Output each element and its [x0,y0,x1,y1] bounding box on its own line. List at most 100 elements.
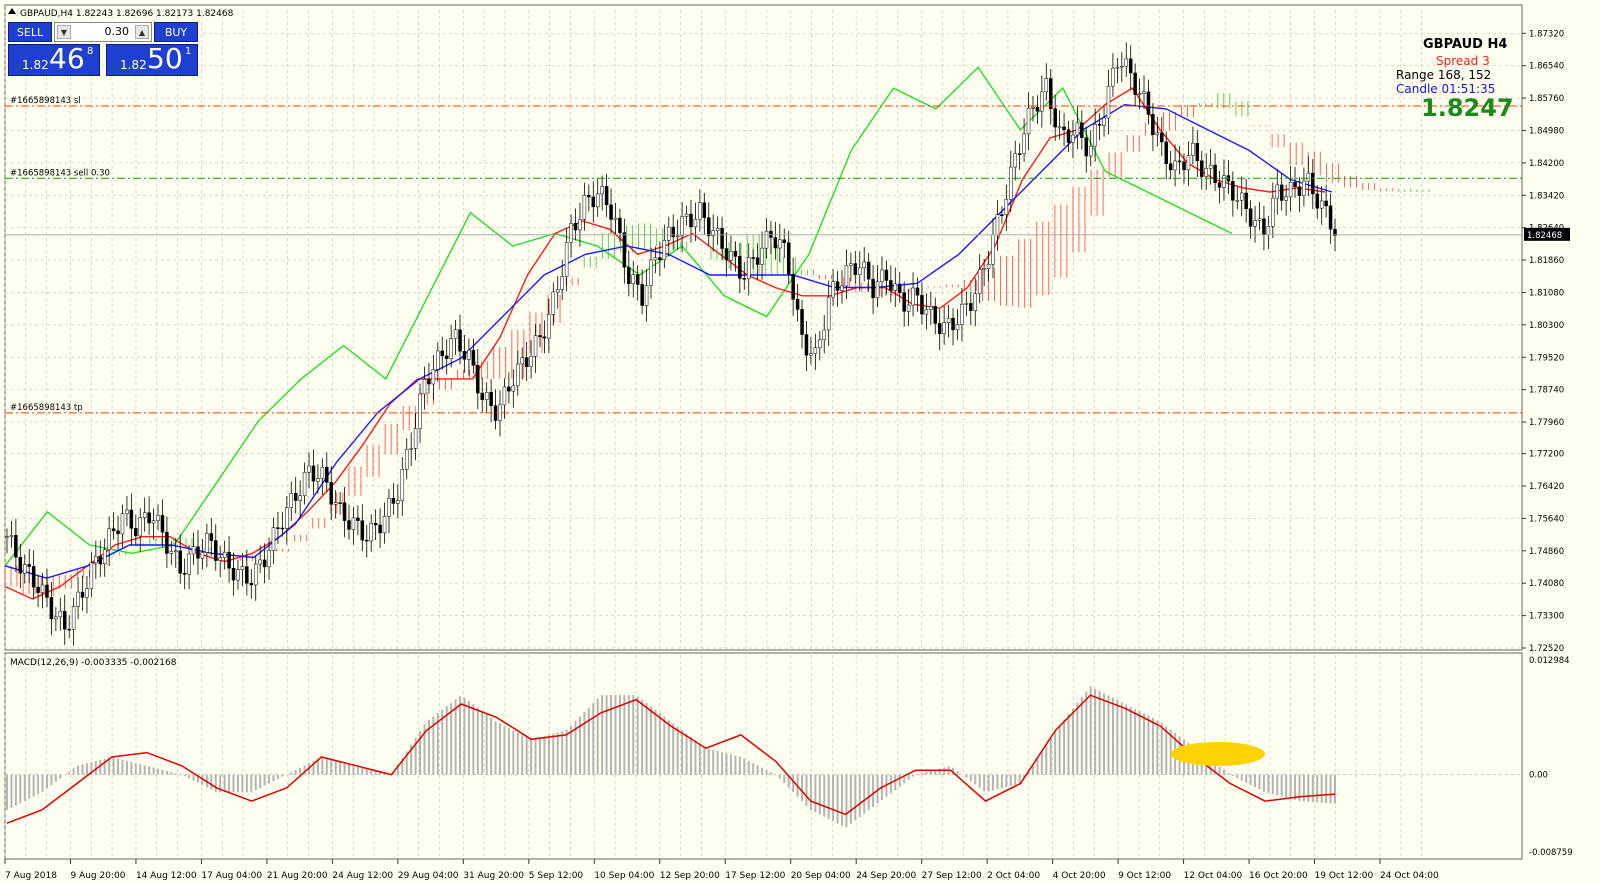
candle-body [662,240,667,260]
candle-body [436,350,440,370]
candle-body [94,556,98,564]
candle-body [1075,122,1080,136]
x-tick-label: 31 Aug 20:00 [463,871,524,881]
candle-body [120,513,125,535]
x-tick-label: 12 Oct 04:00 [1184,871,1243,881]
candle-body [778,239,782,249]
candle-body [1168,163,1173,171]
candle-body [613,217,618,220]
candle-body [1106,85,1111,119]
candle-body [182,572,187,575]
candle-body [1186,155,1191,171]
lots-stepper[interactable]: ▼ 0.30 ▲ [54,22,152,42]
candle-body [1288,181,1293,198]
x-tick-label: 9 Oct 12:00 [1118,871,1171,881]
order-line-label: #1665898143 sell 0.30 [10,168,110,178]
buy-price-sup: 1 [185,46,192,57]
candle-body [1017,153,1022,155]
candle-body [609,204,613,220]
y-tick-label: 1.84200 [1529,159,1564,169]
candle-body [427,379,431,385]
candle-body [520,357,524,365]
candle-body [227,551,231,569]
lots-value[interactable]: 0.30 [104,25,130,38]
x-tick-label: 29 Aug 04:00 [398,871,459,881]
candle-body [62,611,67,630]
candle-body [1248,208,1253,227]
candle-body [400,469,405,501]
candle-body [351,517,356,530]
candle-body [169,551,174,554]
macd-signal-line [6,694,1336,824]
highlight-blob [1171,742,1265,766]
candle-body [982,268,986,270]
candle-body [462,351,467,360]
candle-body [80,591,85,598]
candle-body [542,336,547,339]
candle-body [1333,228,1337,236]
candle-body [880,269,884,282]
candle-body [1057,126,1062,129]
candle-body [298,495,302,501]
candle-body [467,349,471,360]
candle-body [711,230,715,237]
candle-body [1284,196,1288,201]
candle-body [622,232,627,268]
x-tick-label: 24 Aug 12:00 [332,871,393,881]
candle-body [818,339,822,348]
candle-body [937,323,942,334]
candle-body [200,552,205,559]
candle-body [951,317,955,331]
sell-price-sup: 8 [87,46,94,57]
candle-body [920,294,924,315]
candle-body [551,291,556,315]
candle-body [693,219,698,228]
lots-up-icon[interactable]: ▲ [135,25,149,39]
candle-body [85,588,89,598]
candle-body [1235,199,1240,202]
candle-body [1306,172,1311,182]
candle-body [160,515,165,533]
candle-body [649,259,653,286]
candle-body [49,597,54,620]
buy-button[interactable]: BUY [154,22,198,42]
candle-body [858,267,862,276]
candle-body [969,303,973,311]
candle-body [1009,166,1013,200]
buy-price-button[interactable]: 1.82 50 1 [106,42,198,76]
candle-body [276,527,280,529]
candle-body [98,556,103,564]
candle-body [418,393,422,429]
candle-body [929,306,933,310]
candle-body [18,556,23,574]
candle-body [1182,161,1186,171]
y-tick-label: 1.81860 [1529,256,1564,266]
candle-body [125,509,129,514]
sell-price-button[interactable]: 1.82 46 8 [8,42,100,76]
candle-body [187,553,191,575]
candle-body [604,186,609,206]
sell-button[interactable]: SELL [8,22,52,42]
x-tick-label: 19 Oct 12:00 [1315,871,1374,881]
candle-body [484,392,489,400]
y-tick-label: 1.86540 [1529,62,1564,72]
lots-down-icon[interactable]: ▼ [57,25,71,39]
candle-body [977,269,982,294]
candle-body [1062,126,1066,130]
candle-body [1026,107,1031,135]
candle-body [1271,197,1275,227]
macd-y-label: 0.012984 [1529,656,1570,666]
collapse-triangle-icon[interactable] [8,8,16,14]
candle-body [347,520,351,530]
candle-body [258,559,262,565]
candle-body [1293,181,1297,187]
candle-body [431,369,436,385]
y-tick-label: 1.72520 [1529,644,1564,654]
candle-body [1013,153,1017,168]
candle-body [840,285,844,291]
candle-body [1071,134,1075,143]
candle-body [1324,200,1328,207]
candle-body [1262,218,1266,235]
